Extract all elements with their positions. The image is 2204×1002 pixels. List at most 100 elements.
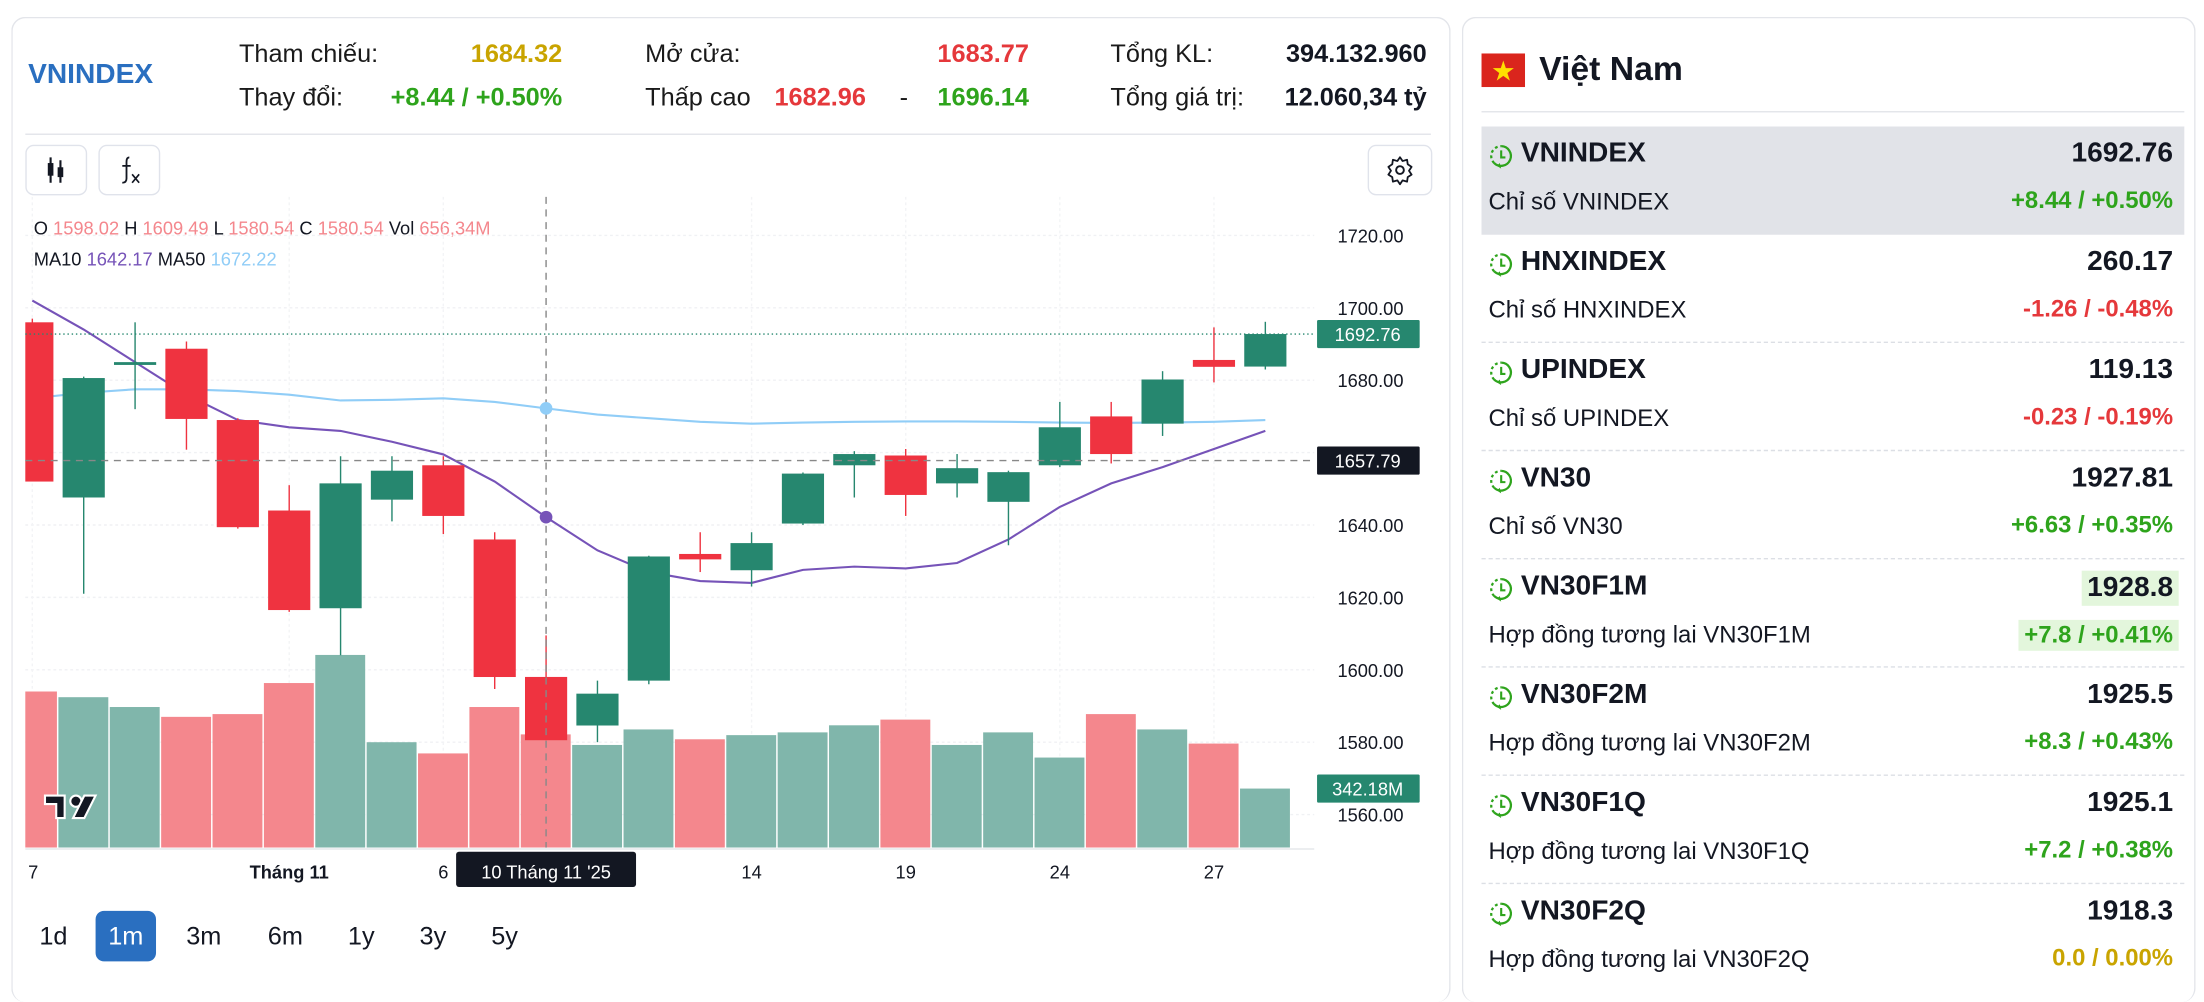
- y-tick-label: 1580.00: [1337, 732, 1403, 753]
- volume-bar: [931, 744, 982, 848]
- legend-volume: 656,34M: [419, 217, 491, 239]
- volume-bar: [1085, 714, 1136, 848]
- timeframe-3m[interactable]: 3m: [186, 921, 222, 950]
- volume-bar: [880, 719, 931, 848]
- index-item-upindex[interactable]: UPINDEX 119.13 Chỉ số UPINDEX -0.23 / -0…: [1481, 343, 2185, 452]
- ma50-crosshair-dot: [539, 402, 553, 415]
- index-item-vnindex[interactable]: VNINDEX 1692.76 Chỉ số VNINDEX +8.44 / +…: [1481, 126, 2185, 235]
- volume-bar: [674, 739, 725, 848]
- crosshair-date-box: [456, 851, 637, 887]
- index-name: VN30F2M: [1520, 678, 1648, 710]
- item-divider: [1481, 882, 2185, 885]
- timeframe-6m[interactable]: 6m: [267, 921, 303, 950]
- ma-legend: MA10 1642.17 MA50 1672.22: [34, 249, 277, 270]
- clock-icon: [1490, 577, 1513, 602]
- index-description: Hợp đồng tương lai VN30F2Q: [1488, 945, 1810, 973]
- legend-o-label: O: [33, 217, 48, 239]
- volume-label: Tổng KL:: [1110, 39, 1214, 68]
- index-description: Chỉ số UPINDEX: [1488, 404, 1670, 432]
- legend-open: 1598.02: [53, 217, 120, 239]
- candle-body: [25, 322, 54, 482]
- legend-l-label: L: [213, 217, 224, 239]
- lowhigh-separator: -: [899, 82, 909, 112]
- low-value: 1682.96: [774, 82, 866, 112]
- index-item-vn30f1m[interactable]: VN30F1M 1928.8 Hợp đồng tương lai VN30F1…: [1481, 559, 2185, 668]
- candle-body: [679, 553, 722, 560]
- index-item-vn30[interactable]: VN30 1927.81 Chỉ số VN30 +6.63 / +0.35%: [1481, 451, 2185, 560]
- index-item-hnxindex[interactable]: HNXINDEX 260.17 Chỉ số HNXINDEX -1.26 / …: [1481, 235, 2185, 343]
- index-price: 1927.81: [2071, 462, 2174, 494]
- volume-bar: [366, 742, 417, 848]
- lowhigh-label: Thấp cao: [645, 82, 751, 112]
- candle-body: [1038, 427, 1081, 466]
- candle-body: [884, 455, 927, 495]
- index-item-vn30f1q[interactable]: VN30F1Q 1925.1 Hợp đồng tương lai VN30F1…: [1481, 776, 2185, 885]
- index-description: Chỉ số VN30: [1488, 513, 1623, 540]
- index-name: UPINDEX: [1520, 354, 1646, 386]
- candle-body: [370, 470, 414, 500]
- candle-body: [62, 378, 105, 498]
- index-change: +7.2 / +0.38%: [2024, 836, 2174, 864]
- legend-ma10: 1642.17: [86, 248, 153, 270]
- candle-body: [473, 539, 516, 678]
- price-chart[interactable]: 1720.00 1700.00 1680.00 1640.00 1620.00 1600.…: [0, 196, 1448, 900]
- legend-close: 1580.54: [317, 217, 384, 239]
- timeframe-1y[interactable]: 1y: [347, 921, 375, 950]
- plot-area: [25, 299, 1290, 848]
- clock-icon: [1490, 469, 1513, 494]
- high-value: 1696.14: [937, 82, 1029, 112]
- logo-part: [71, 794, 98, 820]
- index-item-vn30f2m[interactable]: VN30F2M 1925.5 Hợp đồng tương lai VN30F2…: [1481, 668, 2185, 776]
- y-tick-label: 1560.00: [1337, 805, 1403, 826]
- change-label: Thay đổi:: [238, 82, 344, 112]
- timeframe-1m[interactable]: 1m: [95, 910, 157, 962]
- indicators-button[interactable]: [98, 144, 161, 196]
- y-tick-label: 1700.00: [1337, 298, 1403, 319]
- index-description: Chỉ số HNXINDEX: [1488, 296, 1687, 324]
- volume-bar: [315, 654, 366, 848]
- last-volume-label-box: [1317, 774, 1420, 803]
- x-tick-label: 19: [896, 862, 916, 883]
- timeframe-3y[interactable]: 3y: [419, 921, 447, 950]
- chart-type-button[interactable]: [25, 144, 88, 196]
- index-price: 1692.76: [2071, 137, 2174, 169]
- ohlc-legend: O 1598.02 H 1609.49 L 1580.54 C 1580.54 …: [34, 218, 491, 239]
- index-name: VN30F1Q: [1520, 787, 1646, 819]
- candle-body: [1090, 416, 1133, 455]
- clock-icon: [1490, 253, 1513, 277]
- index-change: 0.0 / 0.00%: [2052, 944, 2174, 972]
- index-name: VN30F1M: [1520, 570, 1648, 602]
- volume-bar: [161, 716, 212, 848]
- index-change: -1.26 / -0.48%: [2022, 295, 2174, 322]
- last-volume-label: 342.18M: [1332, 779, 1403, 800]
- volume-bar: [1188, 743, 1239, 848]
- x-tick-label: Tháng 11: [250, 862, 329, 883]
- open-label: Mở cửa:: [645, 39, 741, 68]
- volume-bar: [572, 744, 623, 848]
- candle-body: [833, 454, 876, 466]
- vietnam-flag-icon: [1481, 53, 1526, 88]
- index-price: 1918.3: [2087, 895, 2174, 927]
- logo-part: [43, 794, 66, 820]
- open-value: 1683.77: [937, 39, 1029, 68]
- candle-body: [216, 420, 259, 528]
- x-tick-label: 27: [1204, 862, 1224, 883]
- index-item-vn30f2q[interactable]: VN30F2Q 1918.3 Hợp đồng tương lai VN30F2…: [1482, 884, 2185, 992]
- legend-h-label: H: [124, 217, 138, 239]
- clock-icon: [1490, 794, 1513, 819]
- legend-ma50: 1672.22: [210, 248, 277, 270]
- x-tick-label: 7: [28, 862, 38, 883]
- timeframe-1d[interactable]: 1d: [39, 921, 68, 950]
- legend-ma10-label: MA10: [33, 248, 82, 270]
- index-price: 1928.8: [2081, 570, 2179, 606]
- index-name: VNINDEX: [1520, 137, 1646, 169]
- index-name: HNXINDEX: [1520, 245, 1667, 277]
- index-description: Hợp đồng tương lai VN30F2M: [1488, 729, 1811, 757]
- timeframe-5y[interactable]: 5y: [491, 921, 518, 950]
- y-tick-label: 1600.00: [1337, 660, 1403, 681]
- volume-bar: [263, 683, 314, 848]
- chart-settings-button[interactable]: [1367, 144, 1433, 196]
- volume-bar: [1034, 757, 1085, 848]
- volume-bar: [1137, 729, 1188, 848]
- x-tick-label: 24: [1050, 862, 1070, 883]
